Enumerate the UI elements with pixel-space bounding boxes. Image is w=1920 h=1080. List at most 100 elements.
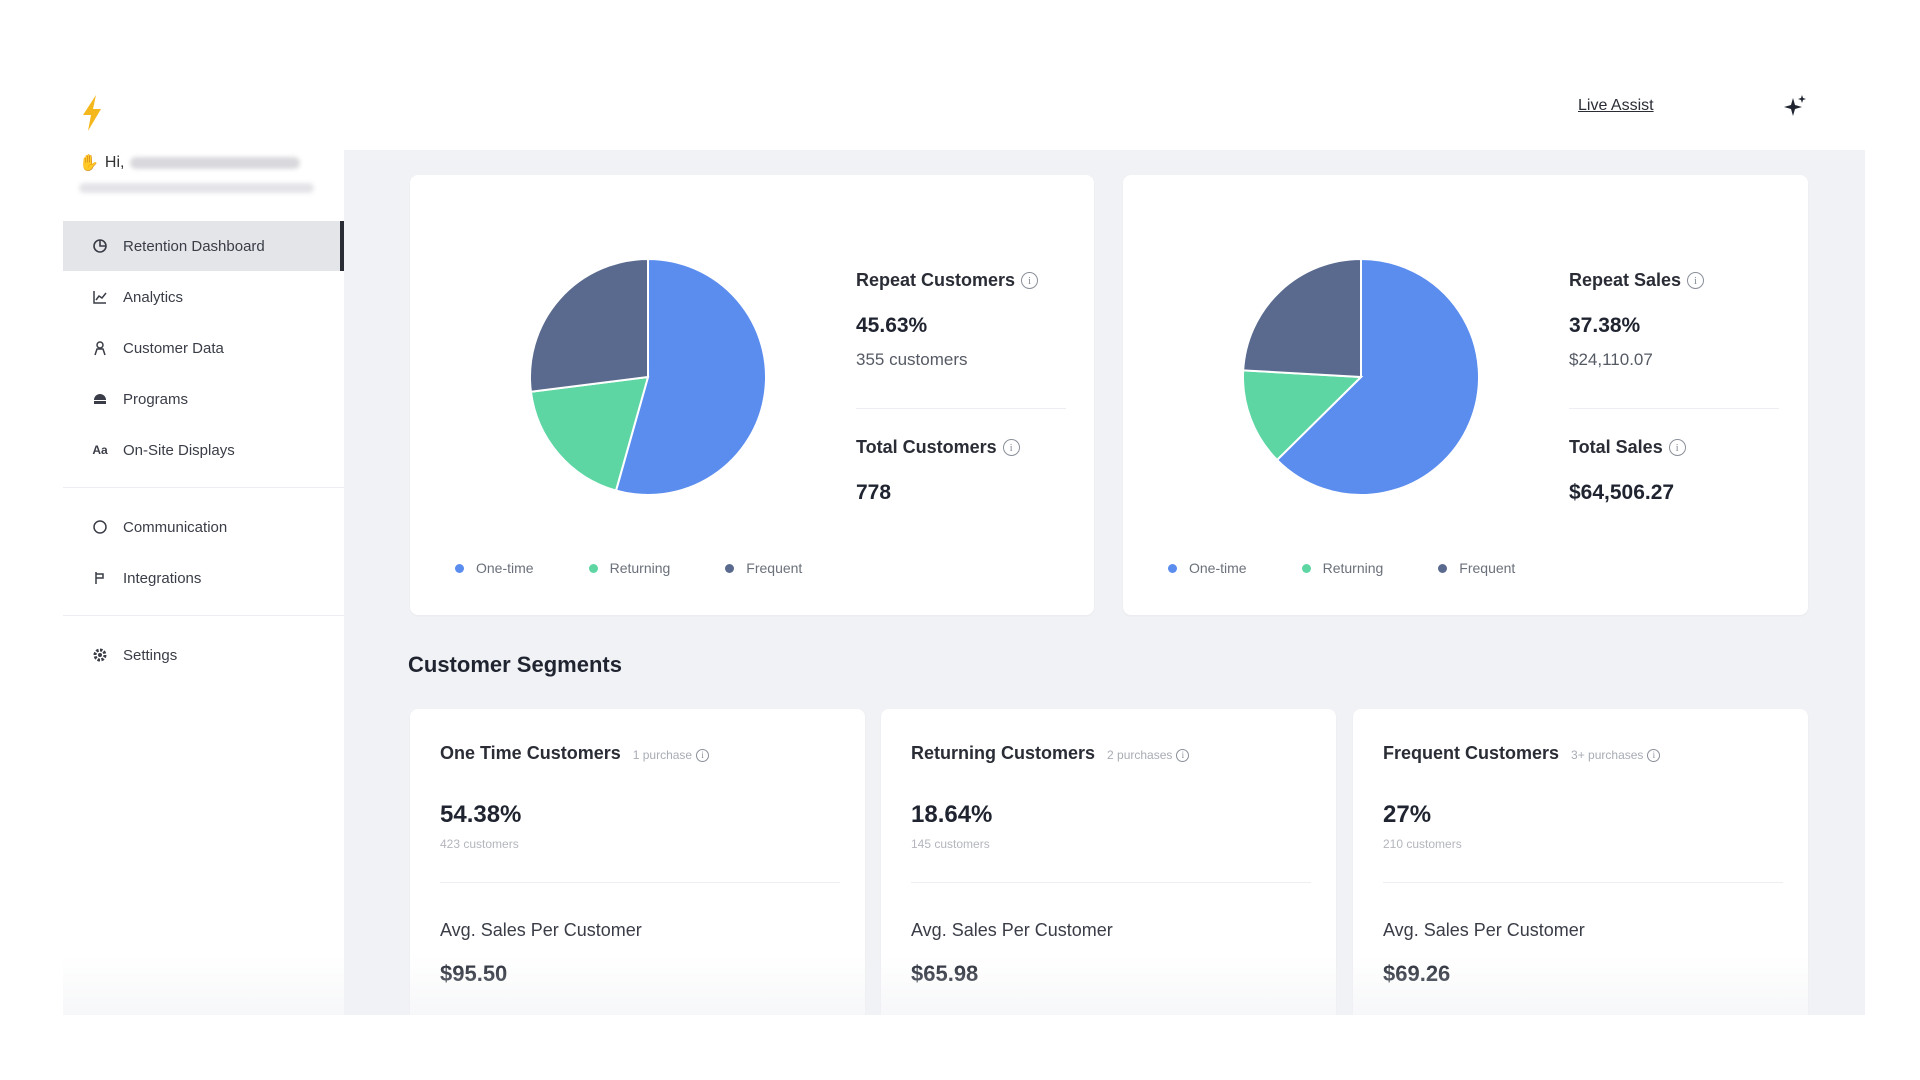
repeat-sales-percent: 37.38%: [1569, 314, 1641, 337]
sidebar-item-settings[interactable]: Settings: [63, 630, 344, 680]
sidebar-item-label: Integrations: [123, 569, 202, 587]
sidebar-item-integrations[interactable]: Integrations: [63, 553, 344, 603]
info-icon[interactable]: i: [1647, 748, 1661, 762]
chat-bubble-icon: [91, 518, 109, 536]
wave-hand-icon: ✋: [79, 155, 99, 172]
segment-count: 145 customers: [911, 837, 990, 851]
gear-icon: [91, 646, 109, 664]
pie-slice-one-time[interactable]: [614, 257, 767, 496]
info-icon[interactable]: i: [1021, 272, 1039, 289]
sidebar-item-label: Programs: [123, 390, 189, 408]
stat-divider: [856, 408, 1066, 409]
top-bar: Live Assist ME: [344, 71, 1865, 150]
legend-dot: [588, 563, 598, 573]
segment-percent: 27%: [1383, 801, 1432, 828]
total-sales-label: Total Sales i: [1569, 437, 1686, 458]
total-customers-value: 778: [856, 481, 892, 504]
greeting: ✋ Hi,: [79, 153, 301, 173]
pie-slice-returning[interactable]: [1242, 369, 1364, 462]
info-icon[interactable]: i: [1668, 439, 1686, 456]
pie-slice-frequent[interactable]: [1242, 257, 1362, 379]
segment-title: Frequent Customers 3+ purchases i: [1383, 743, 1661, 764]
legend-item-frequent: Frequent: [1438, 560, 1515, 576]
sales-pie-chart: [1242, 257, 1480, 496]
sidebar-item-analytics[interactable]: Analytics: [63, 272, 344, 322]
segment-count: 210 customers: [1383, 837, 1462, 851]
live-assist-link[interactable]: Live Assist: [1578, 97, 1654, 114]
legend-label: One-time: [1189, 560, 1247, 576]
segment-card-returning: Returning Customers 2 purchases i 18.64% …: [881, 709, 1336, 1015]
segment-percent: 54.38%: [440, 801, 522, 828]
info-icon[interactable]: i: [1687, 272, 1705, 289]
repeat-sales-amount: $24,110.07: [1569, 350, 1653, 369]
repeat-customers-percent: 45.63%: [856, 314, 928, 337]
sidebar-divider: [63, 615, 344, 616]
segment-card-one-time: One Time Customers 1 purchase i 54.38% 42…: [410, 709, 865, 1015]
lightning-logo-icon: [83, 95, 101, 131]
sparkle-icon[interactable]: [1780, 92, 1810, 122]
sidebar-item-label: Analytics: [123, 288, 184, 306]
segment-title-text: Returning Customers: [911, 743, 1096, 763]
gift-icon: [91, 390, 109, 408]
info-icon[interactable]: i: [1002, 439, 1020, 456]
app-frame: ✋ Hi, Retention Dashboard Analytics Cust…: [63, 71, 1865, 1015]
user-icon: [91, 339, 109, 357]
legend-label: Returning: [609, 560, 671, 576]
pie-slice-one-time[interactable]: [1275, 257, 1480, 496]
segment-count: 423 customers: [440, 837, 519, 851]
segment-note: 1 purchase i: [633, 748, 710, 762]
avg-sales-value: $65.98: [911, 961, 979, 986]
segment-percent: 18.64%: [911, 801, 993, 828]
info-icon[interactable]: i: [696, 748, 710, 762]
stat-divider: [1569, 408, 1779, 409]
sidebar-item-customer-data[interactable]: Customer Data: [63, 323, 344, 373]
legend-dot: [1168, 563, 1177, 573]
avg-sales-value: $95.50: [440, 961, 508, 986]
sidebar-item-label: Communication: [123, 518, 228, 536]
greeting-text: Hi,: [104, 154, 125, 171]
repeat-customers-count: 355 customers: [856, 350, 968, 369]
legend-label: Returning: [1322, 560, 1384, 576]
user-name-redacted: [130, 157, 301, 169]
sidebar-item-programs[interactable]: Programs: [63, 374, 344, 424]
legend-item-frequent: Frequent: [725, 560, 802, 576]
info-icon[interactable]: i: [1176, 748, 1190, 762]
repeat-sales-label: Repeat Sales i: [1569, 270, 1705, 291]
sidebar-item-label: Customer Data: [123, 339, 224, 357]
legend-dot: [725, 563, 735, 573]
pie-slice-frequent[interactable]: [529, 257, 649, 393]
repeat-sales-label-text: Repeat Sales: [1569, 270, 1682, 290]
repeat-customers-label: Repeat Customers i: [856, 270, 1039, 291]
total-customers-label: Total Customers i: [856, 437, 1020, 458]
legend-dot: [1301, 563, 1311, 573]
avg-sales-label: Avg. Sales Per Customer: [1383, 920, 1585, 940]
customers-pie-chart: [529, 257, 767, 496]
sidebar-item-on-site-displays[interactable]: Aa On-Site Displays: [63, 425, 344, 475]
segment-card-frequent: Frequent Customers 3+ purchases i 27% 210…: [1353, 709, 1808, 1015]
segment-title-text: Frequent Customers: [1383, 743, 1560, 763]
sidebar-item-label: Settings: [123, 646, 178, 664]
legend-label: Frequent: [1459, 560, 1516, 576]
user-email-redacted: [79, 183, 314, 193]
segment-note: 2 purchases i: [1107, 748, 1190, 762]
legend-label: Frequent: [746, 560, 803, 576]
total-sales-value: $64,506.27: [1569, 481, 1675, 504]
legend-dot: [1438, 563, 1448, 573]
plug-icon: [91, 569, 109, 587]
segment-divider: [1383, 882, 1783, 883]
text-aa-icon: Aa: [92, 443, 108, 457]
legend-label: One-time: [476, 560, 534, 576]
repeat-sales-card: Repeat Sales i 37.38% $24,110.07 Total S…: [1123, 175, 1808, 615]
section-title-customer-segments: Customer Segments: [408, 652, 622, 677]
avg-sales-label: Avg. Sales Per Customer: [911, 920, 1113, 940]
chart-legend: One-time Returning Frequent: [1168, 560, 1515, 576]
repeat-customers-label-text: Repeat Customers: [856, 270, 1016, 290]
legend-item-returning: Returning: [1301, 560, 1384, 576]
pie-slice-returning[interactable]: [529, 375, 650, 492]
segment-divider: [911, 882, 1311, 883]
sidebar-item-communication[interactable]: Communication: [63, 502, 344, 552]
sidebar-item-retention-dashboard[interactable]: Retention Dashboard: [63, 221, 344, 271]
total-customers-label-text: Total Customers: [856, 437, 997, 457]
pie-chart-icon: [91, 237, 109, 255]
sidebar-item-label: Retention Dashboard: [123, 237, 265, 255]
